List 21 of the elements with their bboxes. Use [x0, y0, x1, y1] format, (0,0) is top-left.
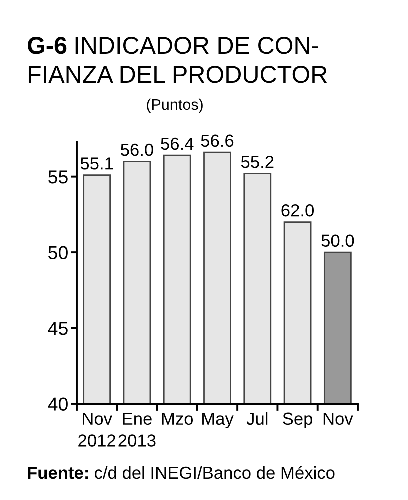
data-label: 56.6 — [201, 134, 234, 148]
y-tick-label: 50 — [48, 246, 68, 260]
data-label: 56.0 — [121, 144, 154, 156]
x-tick-label: Nov — [324, 412, 354, 426]
y-tick-label: 55 — [48, 170, 68, 184]
data-label: 56.4 — [161, 138, 194, 150]
x-tick-label: Jul — [246, 412, 268, 426]
data-label: 50.0 — [322, 234, 354, 248]
chart-title: G-6 INDICADOR DE CON- FIANZA DEL PRODUCTOR — [28, 37, 328, 84]
data-label: 55.1 — [80, 158, 114, 170]
x-tick-label: May — [202, 412, 234, 429]
y-tick-label: 45 — [48, 322, 68, 336]
x-tick-label: Ene 2013 — [118, 412, 156, 447]
source-note: Fuente: c/d del INEGI/Banco de México — [28, 466, 335, 480]
x-tick-label: Sep — [283, 412, 313, 429]
data-label: 55.2 — [241, 156, 274, 168]
x-tick-label: Mzo — [162, 412, 194, 426]
y-tick-label: 40 — [48, 398, 68, 411]
chart-subtitle: (Puntos) — [147, 98, 203, 114]
x-tick-label: Nov 2012 — [78, 412, 116, 447]
annotation: 62.0 — [282, 204, 314, 217]
